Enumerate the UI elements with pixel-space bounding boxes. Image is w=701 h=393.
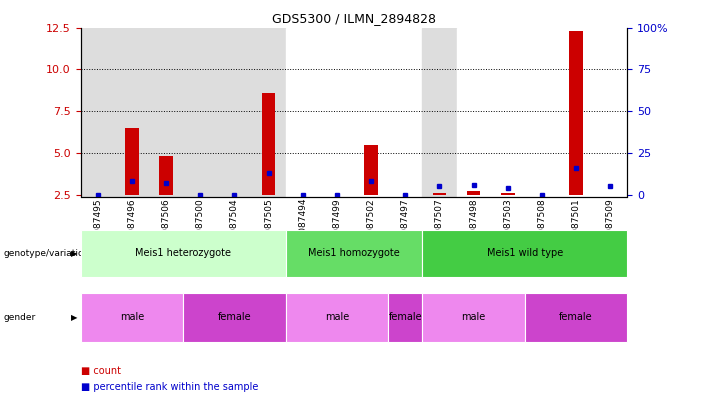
Bar — [261, 93, 275, 195]
Text: gender: gender — [4, 313, 36, 322]
Bar — [81, 28, 115, 196]
Text: Meis1 wild type: Meis1 wild type — [486, 248, 563, 259]
Bar — [365, 145, 378, 195]
Bar — [286, 28, 320, 196]
Bar — [354, 28, 388, 196]
Bar — [467, 191, 480, 195]
Bar — [491, 28, 525, 196]
Text: female: female — [217, 312, 251, 322]
Bar — [320, 28, 354, 196]
Text: female: female — [559, 312, 593, 322]
Bar — [149, 28, 183, 196]
Bar — [593, 28, 627, 196]
Bar — [569, 31, 583, 195]
Text: female: female — [388, 312, 422, 322]
Bar — [525, 28, 559, 196]
Bar — [115, 28, 149, 196]
Text: ▶: ▶ — [71, 313, 77, 322]
Text: Meis1 heterozygote: Meis1 heterozygote — [135, 248, 231, 259]
Text: male: male — [120, 312, 144, 322]
Bar — [252, 28, 286, 196]
Bar — [217, 28, 252, 196]
Bar — [559, 28, 593, 196]
Bar — [125, 128, 139, 195]
Text: ▶: ▶ — [71, 249, 77, 258]
Text: male: male — [461, 312, 486, 322]
Bar — [422, 28, 456, 196]
Text: genotype/variation: genotype/variation — [4, 249, 90, 258]
Text: male: male — [325, 312, 349, 322]
Bar — [388, 28, 422, 196]
Bar — [433, 193, 447, 195]
Text: ■ count: ■ count — [81, 366, 121, 376]
Title: GDS5300 / ILMN_2894828: GDS5300 / ILMN_2894828 — [272, 12, 436, 25]
Bar — [159, 156, 173, 195]
Text: ■ percentile rank within the sample: ■ percentile rank within the sample — [81, 382, 258, 392]
Text: Meis1 homozygote: Meis1 homozygote — [308, 248, 400, 259]
Bar — [183, 28, 217, 196]
Bar — [501, 193, 515, 195]
Bar — [456, 28, 491, 196]
